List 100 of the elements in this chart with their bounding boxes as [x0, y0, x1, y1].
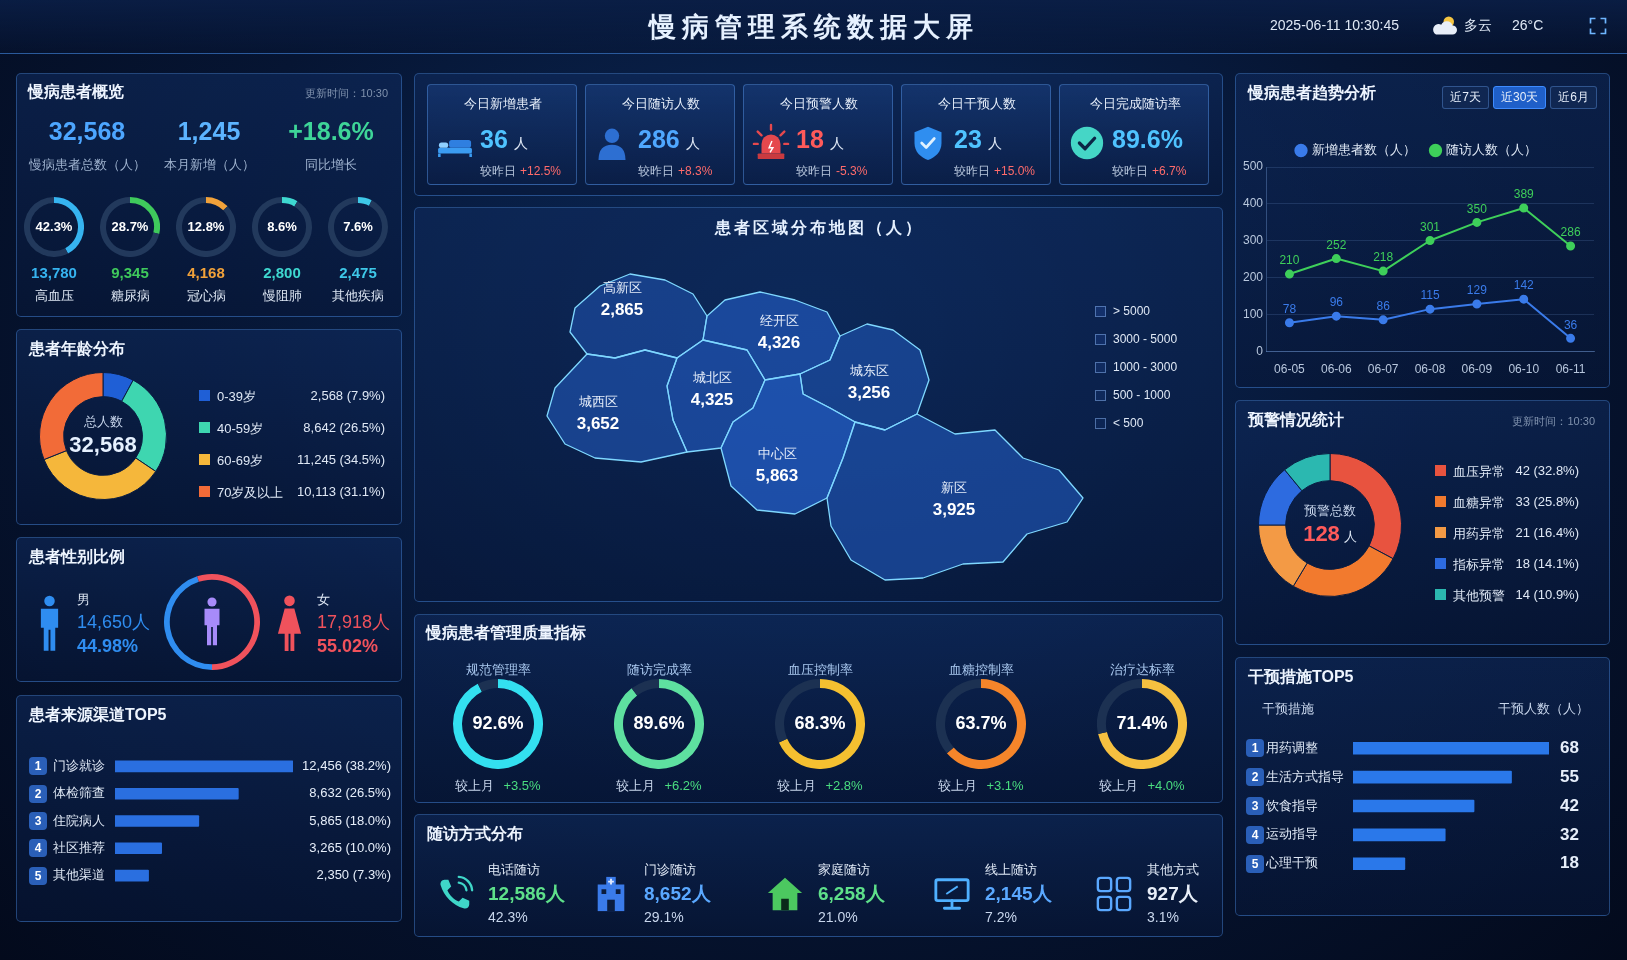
data-label: 286 [1560, 225, 1581, 240]
bar [115, 787, 239, 800]
legend-label: 用药异常 [1453, 525, 1505, 543]
data-label: 8,652人 [644, 882, 711, 906]
data-label: 68.3% [794, 713, 846, 735]
data-label: 12,456 (38.2%) [302, 758, 391, 774]
category-label: 电话随访 [488, 861, 540, 879]
chart-title: 治疗达标率 [1109, 661, 1175, 679]
category-label: 本月新增（人） [163, 156, 255, 174]
chart-title: 随访完成率 [626, 661, 692, 679]
data-label: 218 [1373, 250, 1394, 265]
category-label: 其他方式 [1147, 861, 1199, 879]
category-label: 城北区 [692, 369, 732, 387]
x-tick-label: 06-10 [1508, 362, 1540, 377]
text: 较上月 +6.2% [616, 778, 702, 793]
data-label: 3,256 [847, 383, 891, 403]
data-label: 14 (10.9%) [1515, 587, 1579, 602]
data-label: 286 人 [638, 125, 700, 153]
text: 慢病患者概览 [28, 82, 124, 102]
text: 2 [29, 784, 47, 803]
data-label: 63.7% [955, 713, 1007, 735]
y-tick-label: 社区推荐 [53, 839, 105, 855]
data-label: 115 [1420, 288, 1440, 303]
text: 患者区域分布地图（人） [714, 218, 924, 238]
text: 更新时间：10:30 [1512, 414, 1595, 429]
text: > 5000 [1113, 304, 1151, 318]
legend-label: 女 [317, 591, 330, 609]
category-label: 今日新增患者 [464, 95, 542, 113]
y-tick-label: 住院病人 [52, 812, 105, 828]
category-label: 同比增长 [305, 156, 357, 174]
text: 较上月 +3.5% [455, 778, 541, 793]
text: 29.1% [644, 909, 684, 925]
text: 高血压 [34, 287, 74, 305]
text: 较昨日 -5.3% [796, 164, 868, 178]
text: 其他疾病 [332, 287, 384, 305]
legend-label: 0-39岁 [217, 388, 257, 406]
data-label: 5,863 [755, 466, 799, 486]
text: 较上月 +2.8% [777, 778, 863, 793]
data-label: 142 [1513, 278, 1535, 293]
x-tick-label: 06-06 [1320, 362, 1352, 377]
text: 慢病患者管理质量指标 [426, 623, 586, 643]
data-label: 10,113 (31.1%) [297, 484, 385, 499]
category-label: 家庭随访 [818, 861, 870, 879]
text: 5 [29, 866, 47, 885]
data-label: 129 [1466, 283, 1488, 298]
text: 慢病管理系统数据大屏 [649, 11, 979, 44]
text: 3 [1246, 797, 1264, 815]
point [1566, 333, 1576, 343]
data-label: 78 [1282, 302, 1297, 317]
chart-title: 预警情况统计 [1248, 410, 1344, 430]
x-axis-title: 干预人数（人） [1498, 700, 1589, 718]
data-label: 36 人 [480, 125, 528, 153]
data-label: 71.4% [1116, 713, 1168, 735]
data-label: 2,145人 [985, 882, 1052, 906]
data-label: 2,350 (7.3%) [316, 867, 391, 883]
text: 较上月 +3.1% [938, 778, 1024, 793]
data-label: 8.6% [267, 219, 297, 235]
text: 32,568 [69, 432, 137, 457]
text: 随访方式分布 [427, 824, 523, 844]
text: 近7天 [1442, 86, 1489, 109]
data-label: 33 (25.8%) [1515, 494, 1579, 509]
text: 4 [1246, 825, 1264, 844]
text: 1 [29, 757, 47, 776]
legend-label: 血糖异常 [1453, 494, 1505, 512]
data-label: +18.6% [288, 117, 374, 146]
category-label: 新区 [941, 479, 967, 497]
text: 55.02% [317, 636, 379, 657]
data-label: 2,865 [600, 300, 644, 320]
chart-title: 血糖控制率 [948, 661, 1014, 679]
bar [1353, 857, 1406, 871]
point [1378, 315, 1388, 325]
text: 预警总数 [1304, 502, 1356, 520]
bar [115, 842, 162, 855]
text: 较昨日 +8.3% [638, 164, 713, 178]
data-label: 42.3% [35, 219, 73, 235]
y-tick-label: 其他渠道 [53, 867, 105, 883]
text: 冠心病 [186, 287, 226, 305]
category-label: 中心区 [757, 445, 797, 463]
category-label: 今日干预人数 [938, 95, 1016, 113]
data-label: 21 (16.4%) [1515, 525, 1579, 540]
data-label: 12.8% [187, 219, 225, 235]
y-tick-label: 用药调整 [1266, 739, 1318, 755]
data-label: 210 [1279, 253, 1300, 268]
legend-label: 新增患者数（人） [1311, 142, 1416, 158]
text: 较上月 +4.0% [1099, 778, 1185, 793]
y-tick-label: 400 [1242, 196, 1264, 211]
data-label: 96 [1329, 295, 1344, 310]
chart-title: 血压控制率 [787, 661, 853, 679]
text: 2,800 [263, 264, 301, 281]
text: 3 [29, 812, 47, 830]
text: 5 [1246, 854, 1264, 873]
data-label: 68 [1560, 737, 1579, 757]
y-tick-label: 门诊就诊 [53, 758, 105, 774]
point [1284, 318, 1294, 328]
text: 21.0% [818, 909, 858, 925]
point [1519, 294, 1529, 304]
y-tick-label: 300 [1242, 233, 1264, 248]
data-label: 7.6% [343, 219, 373, 235]
y-tick-label: 100 [1242, 306, 1264, 321]
text: 较昨日 +15.0% [954, 164, 1036, 178]
